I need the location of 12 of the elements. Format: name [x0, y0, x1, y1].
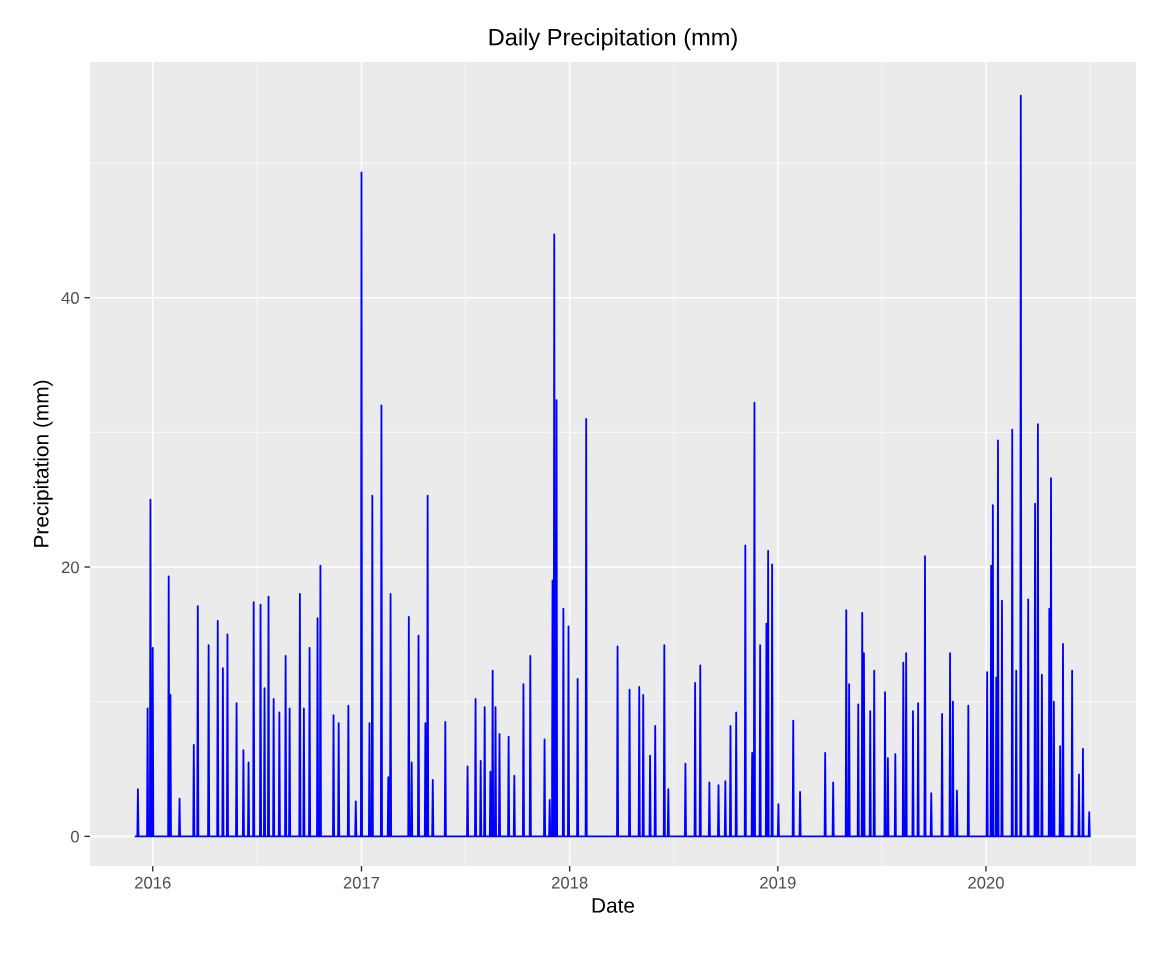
x-tick-label: 2016	[135, 876, 171, 889]
x-tick-label: 2017	[343, 876, 380, 889]
x-tick-label: 2020	[968, 876, 1004, 889]
y-axis-title: Precipitation (mm)	[33, 380, 53, 547]
line-series	[134, 94, 1091, 838]
chart-title: Daily Precipitation (mm)	[489, 28, 737, 51]
y-tick-label: 0	[70, 830, 79, 843]
y-tick-label: 20	[61, 561, 79, 574]
y-tick-label: 40	[61, 292, 79, 304]
x-tick-label: 2018	[551, 876, 588, 889]
x-axis-title: Date	[592, 898, 635, 913]
x-tick-label: 2019	[760, 876, 796, 889]
